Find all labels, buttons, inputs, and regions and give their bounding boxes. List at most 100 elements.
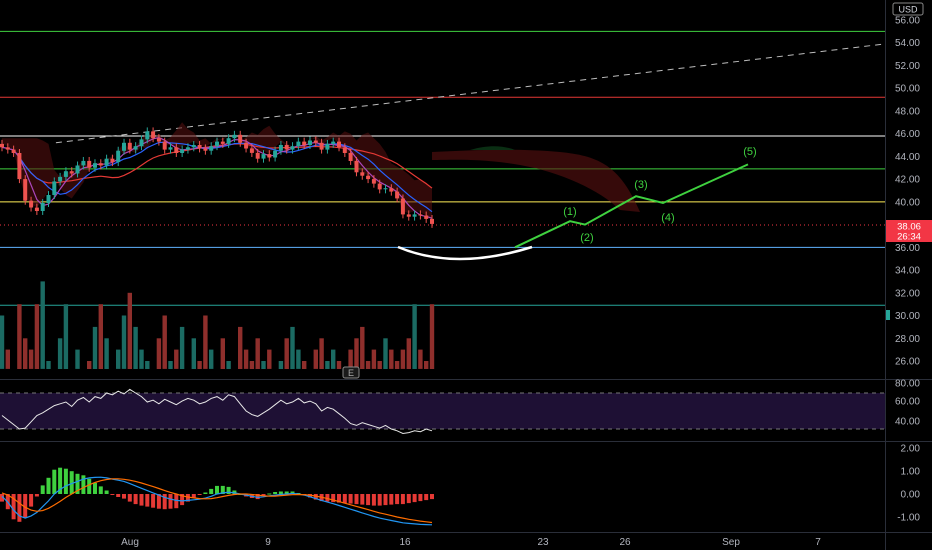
candle-body [400, 198, 405, 215]
macd-histogram-bar [185, 494, 190, 502]
candle-body [267, 154, 272, 158]
macd-histogram-bar [325, 494, 330, 502]
macd-histogram-bar [203, 492, 208, 494]
candlesticks [0, 127, 434, 228]
candle-body [122, 142, 126, 151]
time-tick-label: 16 [399, 537, 411, 548]
rsi-axis[interactable]: 80.00 60.00 40.00 [895, 379, 920, 428]
time-tick-label: 7 [815, 537, 821, 548]
macd-histogram-bar [313, 494, 318, 500]
candle-body [174, 147, 179, 153]
candle-body [377, 183, 382, 190]
macd-histogram-bar [424, 494, 429, 501]
macd-histogram-bar [261, 494, 266, 496]
macd-histogram-bar [104, 490, 109, 494]
rounding-bottom-arc [397, 245, 533, 261]
cloud-forward-region [470, 146, 515, 150]
candle-body [371, 179, 376, 184]
volume-level-marker [886, 310, 890, 320]
macd-histogram-bar [389, 494, 394, 505]
volume-bar [284, 338, 289, 369]
candle-body [156, 138, 161, 142]
volume-bar [34, 304, 40, 369]
rsi-band [0, 393, 885, 429]
volume-bar [75, 349, 80, 369]
volume-bar [174, 349, 179, 369]
macd-histogram-bar [366, 494, 371, 506]
macd-histogram-bar [406, 494, 411, 504]
candle-body [296, 141, 301, 147]
volume-bar [365, 361, 371, 369]
volume-bar [418, 349, 423, 369]
macd-pane[interactable] [0, 467, 434, 526]
volume-bar [179, 326, 185, 369]
macd-histogram-bar [232, 490, 237, 494]
candle-body [278, 145, 283, 151]
volume-bar [127, 292, 132, 369]
candle-body [69, 171, 74, 174]
candle-body [424, 215, 429, 219]
event-marker-icon[interactable]: E [342, 366, 360, 379]
macd-histogram-bar [278, 491, 283, 494]
volume-bar [92, 326, 98, 369]
price-tick-label: 32.00 [895, 288, 920, 299]
volume-bar [296, 349, 301, 369]
volume-bar [168, 361, 173, 369]
macd-tick-label: 1.00 [901, 467, 921, 478]
current-price-badge: 38.06 26:34 [886, 220, 932, 243]
volume-bar [406, 338, 411, 369]
volume-bar [249, 361, 255, 369]
candle-body [348, 153, 353, 161]
candle-body [313, 140, 318, 143]
candle-body [29, 200, 34, 208]
volume-bar [424, 361, 429, 369]
macd-axis[interactable]: 2.00 1.00 0.00 -1.00 [897, 444, 920, 524]
volume-bar [226, 361, 231, 369]
cloud-forward-region [432, 149, 640, 212]
volume-bar [162, 315, 167, 369]
price-tick-label: 28.00 [895, 334, 920, 345]
candle-body [354, 160, 359, 173]
volume-bar [302, 361, 307, 369]
candle-body [63, 171, 68, 177]
candle-body [110, 158, 115, 163]
macd-histogram-bar [23, 494, 28, 518]
price-pane[interactable]: (1) (2) (3) (4) (5) E [0, 30, 886, 379]
volume-bar [139, 349, 144, 369]
candle-body [75, 165, 80, 174]
candle-body [5, 147, 10, 150]
volume-bar [104, 338, 109, 369]
macd-histogram-bar [331, 494, 336, 503]
volume-bar [319, 338, 324, 369]
volume-bar [40, 281, 45, 369]
elliott-wave-projection [514, 163, 749, 249]
candle-body [395, 191, 400, 199]
dashed-trendline [55, 43, 886, 144]
macd-histogram-bar [383, 494, 388, 506]
candle-body [197, 145, 202, 149]
macd-histogram-bar [133, 494, 138, 505]
macd-histogram-bar [395, 494, 400, 505]
candle-body [284, 145, 289, 150]
candle-body [412, 214, 417, 217]
wave-label: (4) [661, 212, 674, 224]
price-tick-label: 54.00 [895, 38, 920, 49]
wave-label: (5) [743, 146, 756, 158]
volume-bar [145, 361, 150, 369]
volume-bar [133, 326, 138, 369]
price-tick-label: 34.00 [895, 266, 920, 277]
candle-body [418, 214, 423, 216]
rsi-pane[interactable] [0, 388, 885, 435]
candle-body [337, 141, 341, 148]
volume-bar [261, 361, 266, 369]
volume-bar [203, 315, 208, 369]
volume-bar [389, 349, 394, 369]
macd-histogram-bar [267, 493, 272, 495]
volume-bar [46, 361, 51, 369]
wave-label: (1) [563, 206, 576, 218]
candle-body [34, 207, 39, 211]
macd-histogram-bar [220, 485, 225, 494]
candle-body [185, 147, 190, 150]
time-axis[interactable]: Aug 9 16 23 26 Sep 7 [121, 537, 821, 548]
